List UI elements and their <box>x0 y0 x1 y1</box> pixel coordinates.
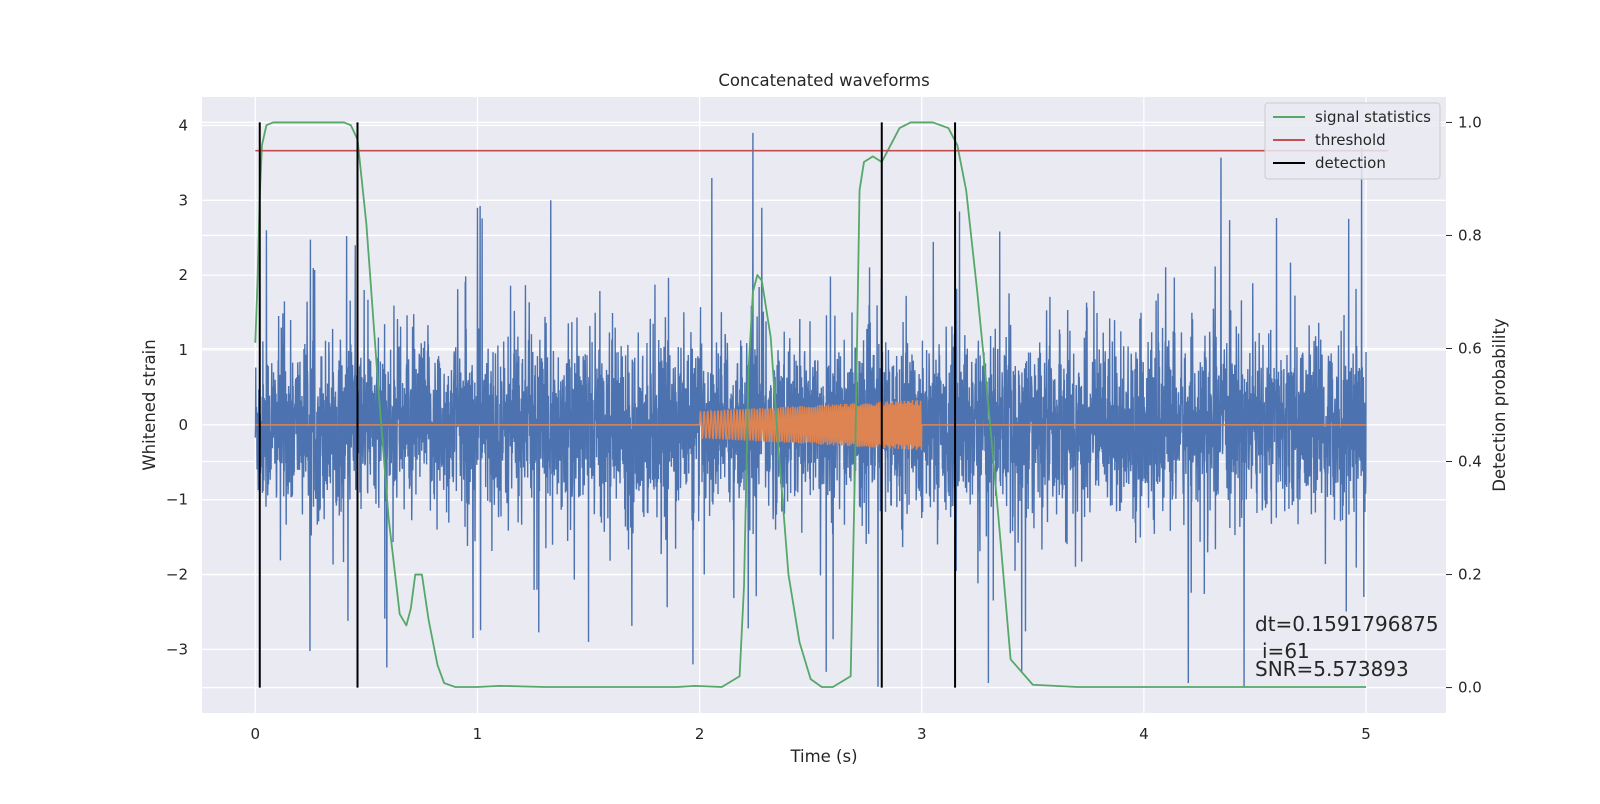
legend: signal statistics threshold detection <box>1264 102 1441 180</box>
y-axis-label: Whitened strain <box>140 339 159 470</box>
legend-box <box>1264 102 1441 180</box>
ticks: 0 1 2 3 4 5 −3 −2 −1 0 1 2 3 4 0.0 0.2 0.4 0.6 0.8 1.0 <box>166 113 1482 743</box>
annotations: dt=0.1591796875 i=61 SNR=5.573893 <box>1255 612 1439 681</box>
y-tick-label-1: −2 <box>166 566 188 584</box>
y-tick-label-3: 0 <box>178 416 188 434</box>
y-tick-label-4: 1 <box>178 341 188 359</box>
y2-tick-label-0: 0.0 <box>1458 679 1482 697</box>
x-tick-label-5: 5 <box>1361 725 1371 743</box>
y2-tick-label-4: 0.8 <box>1458 226 1482 244</box>
series-signal-statistics-line <box>254 121 1367 688</box>
series-layer <box>254 121 1389 688</box>
x-tick-label-2: 2 <box>695 725 705 743</box>
y-tick-label-0: −3 <box>166 640 188 658</box>
x-tick-label-1: 1 <box>473 725 483 743</box>
y2-tick-label-3: 0.6 <box>1458 339 1482 357</box>
x-tick-label-0: 0 <box>251 725 261 743</box>
y-tick-label-2: −1 <box>166 491 188 509</box>
x-axis-label: Time (s) <box>789 747 857 766</box>
y-tick-label-6: 3 <box>178 191 188 209</box>
y2-tick-label-5: 1.0 <box>1458 113 1482 131</box>
annotation-snr: SNR=5.573893 <box>1255 657 1409 681</box>
legend-entry-threshold: threshold <box>1315 131 1386 149</box>
series-noise-line <box>254 132 1367 687</box>
x-tick-label-4: 4 <box>1139 725 1149 743</box>
legend-entry-detection: detection <box>1315 154 1386 172</box>
series-injected-line <box>255 399 1367 451</box>
y2-axis-label: Detection probability <box>1490 318 1509 492</box>
x-tick-label-3: 3 <box>917 725 927 743</box>
chart-title: Concatenated waveforms <box>718 71 929 90</box>
annotation-dt: dt=0.1591796875 <box>1255 612 1439 636</box>
legend-entry-signal-statistics: signal statistics <box>1315 108 1431 126</box>
y-tick-label-5: 2 <box>178 266 188 284</box>
y2-tick-label-1: 0.2 <box>1458 566 1482 584</box>
annotation-i: i=61 <box>1262 639 1310 663</box>
y-tick-label-7: 4 <box>178 116 188 134</box>
y2-tick-label-2: 0.4 <box>1458 453 1482 471</box>
